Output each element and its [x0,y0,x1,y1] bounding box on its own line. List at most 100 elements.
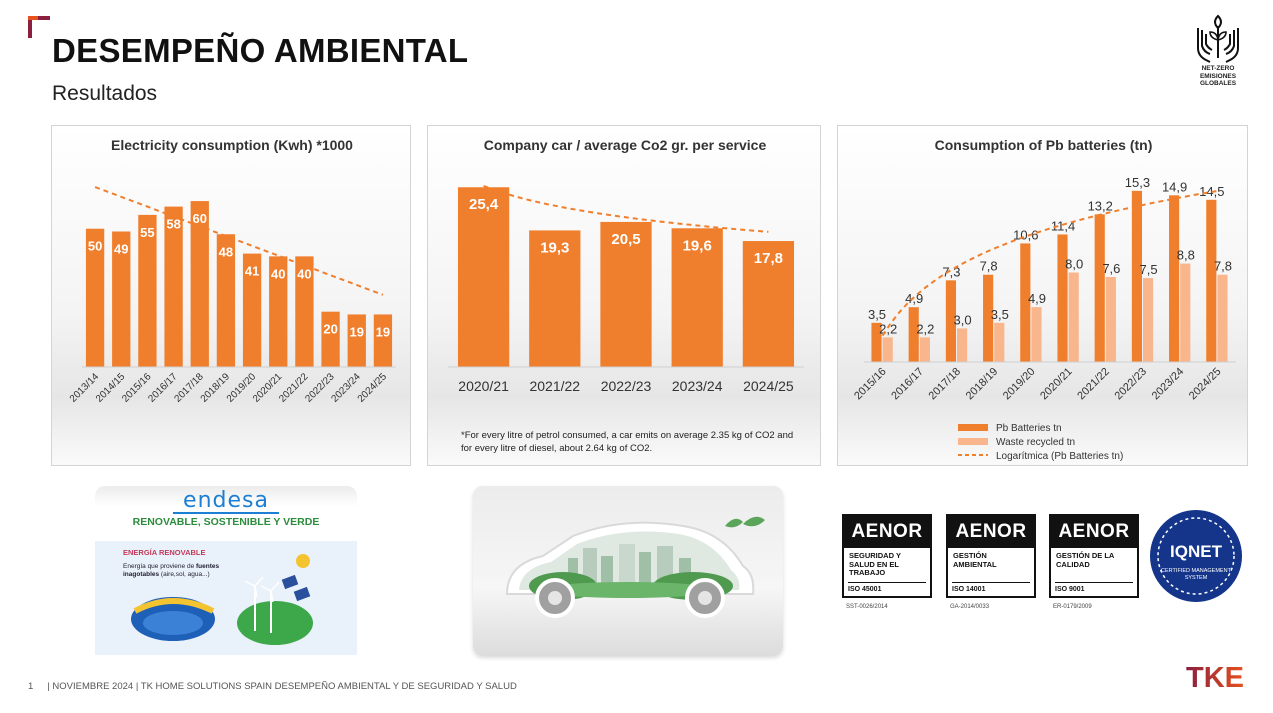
bar [671,228,723,367]
cert-iso: ISO 14001 [952,582,1030,593]
x-tick-label: 2020/21 [458,378,509,394]
aenor-logo: AENOR [1051,516,1137,548]
legend-swatch [958,424,988,431]
data-label: 15,3 [1125,175,1150,190]
aenor-logo: AENOR [844,516,930,548]
data-label: 40 [271,266,285,281]
cert-name: GESTIÓN AMBIENTAL [953,551,997,569]
company-car-chart: Company car / average Co2 gr. per servic… [448,137,804,394]
x-tick-label: 2023/24 [672,378,723,394]
bar [600,221,652,367]
bar [742,241,795,367]
data-label: 48 [219,244,233,259]
bar [216,234,236,367]
cert-name: GESTIÓN DE LA CALIDAD [1056,551,1115,569]
bar [882,337,893,362]
data-label: 20,5 [611,231,640,248]
data-label: 7,6 [1102,261,1120,276]
cert-code: SST-0026/2014 [846,604,888,610]
trendline [483,184,769,233]
bar [919,337,930,362]
data-label: 7,5 [1140,262,1158,277]
data-label: 2,2 [879,321,897,336]
iqnet-label: IQNET [1170,542,1222,561]
endesa-info-card: ENERGÍA RENOVABLE Energía que proviene d… [95,541,357,655]
data-label: 14,9 [1162,179,1187,194]
bar [1180,263,1191,362]
bar [1143,278,1154,362]
x-tick-label: 2019/20 [1001,366,1038,403]
data-label: 41 [245,264,259,279]
eco-car-image [473,486,783,656]
data-label: 58 [166,217,180,232]
chart-title: Consumption of Pb batteries (tn) [935,137,1153,153]
bar [908,307,919,362]
corner-accent [28,16,50,38]
chart-title: Company car / average Co2 gr. per servic… [484,137,767,153]
data-label: 60 [193,211,207,226]
cert-code: ER-0179/2009 [1053,604,1092,610]
endesa-text-bold: fuentes inagotables [123,563,220,578]
data-label: 7,8 [980,259,998,274]
cert-code: GA-2014/0033 [950,604,990,610]
bar [457,187,510,367]
data-label: 13,2 [1088,198,1113,213]
bar [1206,199,1217,362]
badge-line: GLOBALES [1199,80,1237,87]
bar [138,214,157,367]
bar [164,206,183,367]
trendline [881,189,1218,337]
x-tick-label: 2017/18 [927,366,964,403]
cert-iso: ISO 9001 [1055,582,1133,593]
bar [373,314,393,367]
x-tick-label: 2024/25 [743,378,794,394]
x-tick-label: 2016/17 [889,366,926,403]
bar [1169,195,1180,362]
bar [1057,234,1068,362]
endesa-card-title: ENERGÍA RENOVABLE [123,548,206,557]
cert-iso: ISO 45001 [848,582,926,593]
endesa-card-text: Energía que proviene de fuentes inagotab… [123,563,243,579]
bar [1031,307,1042,362]
aenor-logo: AENOR [948,516,1034,548]
legend-label: Waste recycled tn [996,437,1075,448]
bar [347,314,366,367]
badge-line: NET-ZERO [1201,65,1235,72]
data-label: 25,4 [469,196,499,213]
footer-text: | NOVIEMBRE 2024 | TK HOME SOLUTIONS SPA… [47,681,517,692]
x-tick-label: 2024/25 [356,371,390,405]
data-label: 3,5 [868,307,886,322]
data-label: 4,9 [905,291,923,306]
iqnet-ring-icon [1157,517,1235,595]
data-label: 17,8 [754,250,783,267]
page-subtitle: Resultados [52,82,158,105]
net-zero-badge: NET-ZERO EMISIONES GLOBALES [1188,14,1248,88]
tke-logo-text: TKE [1186,662,1244,691]
tke-logo: TKE [1186,662,1244,691]
chart-title: Electricity consumption (Kwh) *1000 [111,137,353,153]
iqnet-seal: IQNET CERTIFIED MANAGEMENT SYSTEM [1150,510,1242,602]
bar [242,253,262,367]
bar [1068,272,1079,362]
bar [321,311,340,367]
data-label: 3,5 [991,307,1009,322]
x-tick-label: 2021/22 [529,378,580,394]
bar [983,274,994,362]
hands-plant-icon [1197,14,1239,63]
badge-line: EMISIONES [1199,72,1237,80]
data-label: 49 [114,241,128,256]
x-tick-label: 2021/22 [1075,366,1112,403]
data-label: 19,6 [683,237,712,254]
bar [269,256,288,367]
data-label: 2,2 [916,321,934,336]
batteries-chart-panel: Consumption of Pb batteries (tn) 3,5 4,9 7,… [837,125,1248,466]
bar [1131,190,1142,362]
bar [295,256,314,367]
data-label: 50 [88,239,102,254]
bar [1020,243,1031,362]
data-label: 7,8 [1214,259,1232,274]
bar [190,201,209,367]
endesa-renewable-image: endesa RENOVABLE, SOSTENIBLE Y VERDE ENE… [95,486,357,656]
trendline [94,186,384,296]
legend-label: Pb Batteries tn [996,423,1062,434]
